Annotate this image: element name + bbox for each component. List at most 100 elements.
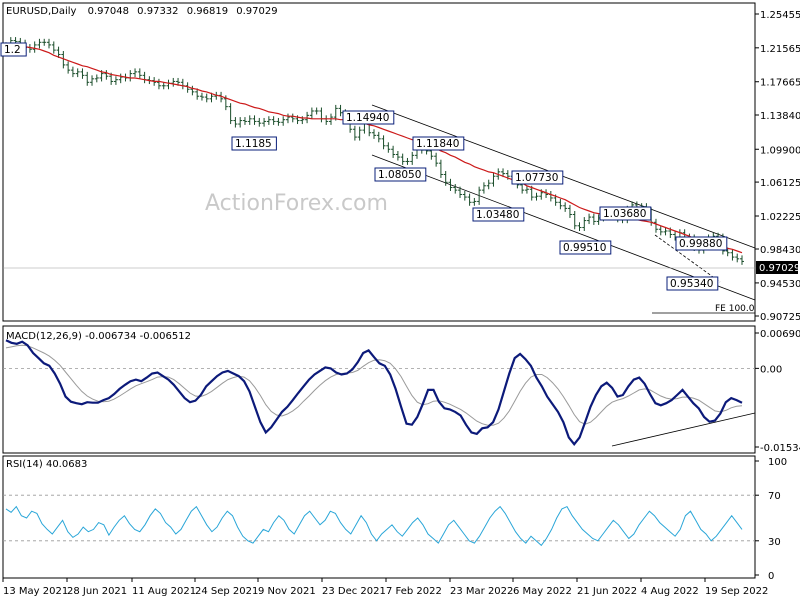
price-bar [453, 184, 458, 194]
x-tick-label: 6 May 2022 [513, 586, 572, 597]
price-bar [252, 115, 257, 125]
price-label-box [675, 236, 728, 251]
header-high: 0.97332 [137, 6, 178, 17]
price-bar [357, 126, 362, 141]
price-label: 1.2 [0, 42, 27, 57]
price-bar [577, 222, 582, 231]
price-y-tick-label: 1.21565 [760, 44, 800, 55]
chart-header: EURUSD,Daily 0.97048 0.97332 0.96819 0.9… [6, 6, 278, 17]
x-tick-label: 19 Sep 2022 [705, 586, 768, 597]
header-open: 0.97048 [88, 6, 129, 17]
price-bar [238, 117, 243, 128]
price-bar [524, 185, 529, 194]
rsi-y-tick-label: 0 [768, 571, 774, 582]
price-bar [405, 157, 410, 165]
current-price-tag [756, 261, 798, 274]
price-bar [443, 171, 448, 186]
price-label-text: 1.11840 [416, 138, 459, 150]
price-y-tick-label: 1.06125 [760, 178, 800, 189]
price-bar [257, 117, 262, 127]
price-bar [410, 151, 415, 165]
price-bar [42, 38, 47, 46]
x-tick-label: 28 Jun 2021 [67, 586, 127, 597]
price-y-tick-label: 1.17665 [760, 78, 800, 89]
price-label: 1.03680 [599, 206, 652, 221]
x-tick-label: 11 Aug 2021 [132, 586, 196, 597]
price-label: 1.1185 [231, 136, 277, 151]
price-label: 0.99510 [559, 240, 612, 255]
price-panel-frame [2, 2, 756, 322]
price-label-text: 0.99880 [679, 238, 722, 250]
price-label-box [666, 276, 719, 291]
price-bar [486, 179, 491, 190]
price-bar [266, 116, 271, 125]
price-label-text: 1.08050 [378, 169, 421, 181]
price-bar [199, 92, 204, 101]
price-bar [32, 41, 37, 53]
price-bar [558, 198, 563, 210]
price-bar [395, 151, 400, 161]
price-bar [281, 116, 286, 126]
price-bar [740, 255, 744, 265]
price-bar [529, 185, 534, 201]
rsi-panel-frame [2, 455, 756, 579]
price-bar [462, 191, 467, 201]
price-bar [90, 75, 95, 86]
price-label-box [374, 167, 427, 182]
price-bar [209, 92, 214, 103]
price-bar [104, 70, 109, 80]
price-bar [658, 225, 663, 236]
price-bar [438, 159, 443, 178]
price-y-tick-label: 0.94530 [760, 279, 800, 290]
price-label-text: 1.1185 [235, 138, 272, 150]
price-bar [271, 116, 276, 125]
x-tick-label: 23 Dec 2021 [322, 586, 386, 597]
watermark: ActionForex.com [205, 191, 388, 216]
price-label-box [231, 136, 277, 151]
price-bar [333, 104, 338, 121]
price-bar [563, 202, 568, 212]
price-bar [448, 178, 453, 191]
price-label: 1.11840 [412, 136, 465, 151]
rsi-title: RSI(14) 40.0683 [6, 459, 87, 470]
price-y-tick-label: 1.02225 [760, 212, 800, 223]
price-bar [338, 104, 343, 117]
x-tick-label: 13 May 2021 [3, 586, 68, 597]
price-y-tick-label: 1.13840 [760, 111, 800, 122]
price-bar [137, 68, 142, 79]
price-label-box [0, 42, 27, 57]
macd-title: MACD(12,26,9) -0.006734 -0.006512 [6, 331, 191, 342]
price-bar [534, 192, 539, 201]
macd-y-tick-label: -0.015348 [760, 443, 800, 454]
fe-label: FE 100.0 [715, 304, 755, 314]
price-bar [735, 253, 740, 263]
price-bar [567, 204, 572, 218]
rsi-y-tick-label: 30 [768, 537, 781, 548]
price-label-text: 1.14940 [346, 112, 389, 124]
macd-line [5, 339, 743, 446]
price-label-text: 1.2 [4, 44, 21, 56]
price-label-box [599, 206, 652, 221]
rsi-line [5, 505, 743, 547]
x-tick-label: 23 Mar 2022 [450, 586, 513, 597]
price-label: 1.03480 [472, 207, 525, 222]
price-y-tick-label: 0.98430 [760, 245, 800, 256]
price-bar [314, 107, 319, 115]
price-label-text: 0.99510 [563, 242, 606, 254]
rsi-y-tick-label: 70 [768, 491, 781, 502]
price-bar [376, 131, 381, 143]
macd-signal-line [5, 344, 743, 426]
x-tick-label: 9 Nov 2021 [258, 586, 316, 597]
price-label-box [511, 170, 564, 185]
x-tick-label: 24 Sep 2021 [195, 586, 258, 597]
price-bar [61, 51, 66, 69]
price-bar [653, 218, 658, 233]
price-bar [458, 186, 463, 198]
x-tick-label: 7 Feb 2022 [386, 586, 442, 597]
price-bar [113, 76, 118, 85]
price-y-tick-label: 0.90725 [760, 312, 800, 323]
price-label-text: 0.95340 [670, 278, 713, 290]
price-label: 1.07730 [511, 170, 564, 185]
macd-trend-line [611, 412, 756, 447]
price-label-box [559, 240, 612, 255]
